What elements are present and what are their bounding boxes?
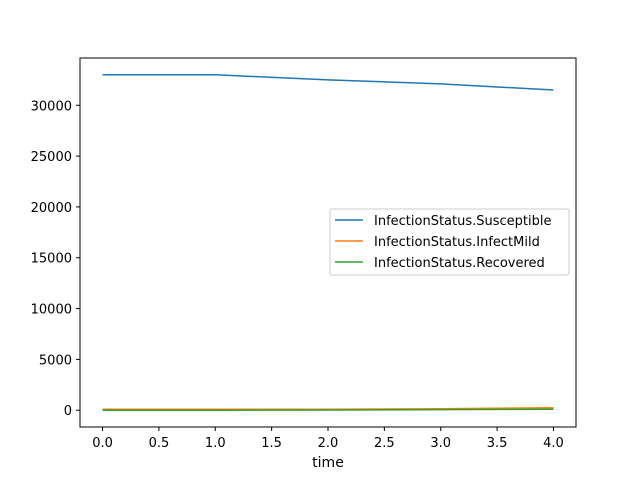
x-tick-label: 3.5 [487,436,508,451]
y-tick-label: 0 [64,404,72,419]
legend-label: InfectionStatus.Susceptible [374,214,552,229]
y-tick-label: 20000 [31,201,72,216]
x-tick-label: 3.0 [430,436,451,451]
x-tick-label: 1.5 [261,436,282,451]
series-line-susceptible [102,74,554,91]
x-tick-label: 1.0 [205,436,226,451]
series-line-infectmild [102,406,554,410]
legend-box [329,208,570,276]
y-tick-label: 25000 [31,150,72,165]
x-tick-label: 2.0 [318,436,339,451]
x-axis: 0.0 0.5 1.0 1.5 2.0 2.5 3.0 3.5 4.0 [92,427,564,451]
series-line-recovered [102,408,554,411]
legend: InfectionStatus.Susceptible InfectionStat… [329,208,570,276]
y-tick-label: 30000 [31,99,72,114]
y-axis: 0 5000 10000 15000 20000 25000 30000 [31,99,80,419]
y-tick-label: 10000 [31,303,72,318]
x-axis-title: time [312,455,344,471]
x-tick-label: 0.0 [92,436,113,451]
x-tick-label: 4.0 [543,436,564,451]
x-tick-label: 0.5 [149,436,170,451]
legend-label: InfectionStatus.Recovered [374,256,545,271]
series-layer [102,74,554,411]
legend-label: InfectionStatus.InfectMild [374,235,540,250]
x-tick-label: 2.5 [374,436,395,451]
y-tick-label: 15000 [31,252,72,267]
y-tick-label: 5000 [39,353,72,368]
